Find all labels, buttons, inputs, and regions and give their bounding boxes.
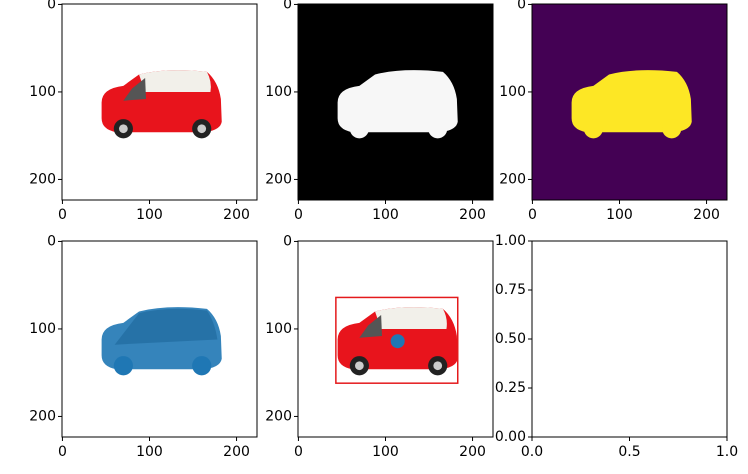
hub bbox=[197, 124, 206, 133]
subplot: 0.0 0.5 1.0 0.00 0.25 0.50 0.75 1.00 bbox=[495, 233, 738, 460]
x-tick-label: 100 bbox=[372, 207, 399, 223]
x-tick-label: 0.0 bbox=[521, 444, 543, 460]
x-tick-label: 0 bbox=[58, 444, 67, 460]
y-tick-label: 0 bbox=[283, 233, 292, 249]
x-tick-label: 200 bbox=[693, 207, 720, 223]
subplot: 0 100 200 0 100 200 bbox=[499, 0, 727, 223]
car-roof bbox=[139, 70, 211, 92]
y-tick-label: 100 bbox=[265, 321, 292, 337]
y-tick-label: 200 bbox=[499, 171, 526, 187]
x-tick-label: 0 bbox=[294, 207, 303, 223]
y-tick-label: 100 bbox=[29, 84, 56, 100]
wheel bbox=[192, 356, 211, 375]
car-roof bbox=[375, 307, 447, 329]
x-tick-label: 0 bbox=[294, 444, 303, 460]
wheel bbox=[584, 119, 603, 138]
wheel bbox=[350, 119, 369, 138]
y-tick-label: 0.50 bbox=[495, 331, 526, 347]
wheel bbox=[114, 356, 133, 375]
y-tick-label: 100 bbox=[499, 84, 526, 100]
x-tick-label: 200 bbox=[223, 444, 250, 460]
y-tick-label: 0 bbox=[517, 0, 526, 12]
x-tick-label: 0 bbox=[528, 207, 537, 223]
point bbox=[391, 334, 405, 348]
x-tick-label: 100 bbox=[606, 207, 633, 223]
x-tick-label: 200 bbox=[223, 207, 250, 223]
x-tick-label: 200 bbox=[459, 444, 486, 460]
subplot: 0 100 200 0 100 200 bbox=[29, 0, 257, 223]
x-tick-label: 1.0 bbox=[716, 444, 738, 460]
x-tick-label: 0.5 bbox=[618, 444, 640, 460]
y-tick-label: 200 bbox=[265, 171, 292, 187]
x-tick-label: 100 bbox=[372, 444, 399, 460]
hub bbox=[355, 361, 364, 370]
y-tick-label: 200 bbox=[265, 408, 292, 424]
x-tick-label: 0 bbox=[58, 207, 67, 223]
subplot: 0 100 200 0 100 200 bbox=[29, 233, 257, 460]
y-tick-label: 200 bbox=[29, 408, 56, 424]
wheel bbox=[428, 119, 447, 138]
x-tick-label: 100 bbox=[136, 444, 163, 460]
x-tick-label: 100 bbox=[136, 207, 163, 223]
hub bbox=[119, 124, 128, 133]
y-tick-label: 0.25 bbox=[495, 380, 526, 396]
wheel bbox=[662, 119, 681, 138]
y-tick-label: 200 bbox=[29, 171, 56, 187]
y-tick-label: 0.75 bbox=[495, 282, 526, 298]
hub bbox=[433, 361, 442, 370]
y-tick-label: 100 bbox=[29, 321, 56, 337]
axes-background bbox=[532, 241, 727, 437]
y-tick-label: 0.00 bbox=[495, 429, 526, 445]
y-tick-label: 100 bbox=[265, 84, 292, 100]
y-tick-label: 0 bbox=[283, 0, 292, 12]
subplot: 0 100 200 0 100 200 bbox=[265, 0, 493, 223]
y-tick-label: 1.00 bbox=[495, 233, 526, 249]
subplot: 0 100 200 0 100 200 bbox=[265, 233, 493, 460]
x-tick-label: 200 bbox=[459, 207, 486, 223]
figure: 0 100 200 0 100 200 0 100 200 0 100 200 0 100 200 0 100 2… bbox=[0, 0, 748, 474]
y-tick-label: 0 bbox=[47, 233, 56, 249]
y-tick-label: 0 bbox=[47, 0, 56, 12]
